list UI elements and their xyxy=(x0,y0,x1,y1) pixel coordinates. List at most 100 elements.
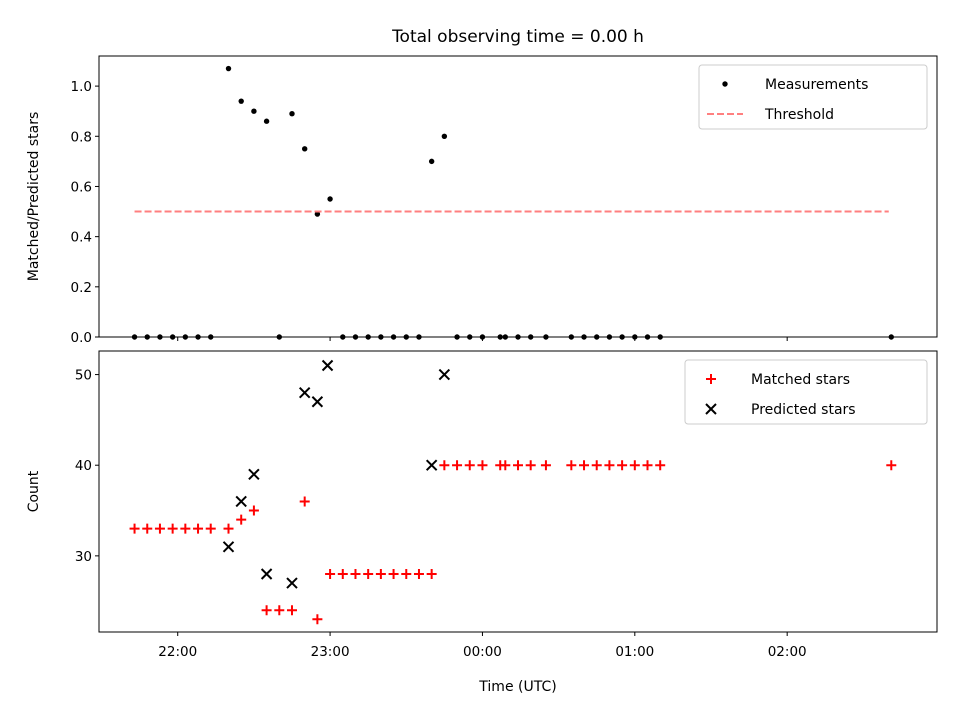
matched-star-marker xyxy=(363,568,374,579)
data-point xyxy=(568,334,575,340)
predicted-star-marker xyxy=(311,396,324,408)
predicted-star-marker xyxy=(438,368,451,381)
top-panel: 0.0 0.2 0.4 0.6 0.8 1.0 Total observing time =… xyxy=(26,27,938,346)
matched-star-marker xyxy=(617,460,628,471)
data-point xyxy=(301,146,308,152)
x-tick-label: 00:00 xyxy=(463,644,502,660)
data-point xyxy=(888,334,894,340)
x-axis-label: Time (UTC) xyxy=(478,679,556,695)
data-point xyxy=(182,334,189,340)
chart-title: Total observing time = 0.00 h xyxy=(391,27,644,47)
data-point xyxy=(479,334,486,340)
matched-star-marker xyxy=(325,568,336,579)
data-point xyxy=(131,334,138,340)
matched-star-marker xyxy=(286,605,297,616)
data-point xyxy=(378,334,384,340)
matched-star-marker xyxy=(223,523,234,534)
data-point xyxy=(416,334,422,340)
matched-star-marker xyxy=(413,568,424,579)
data-point xyxy=(144,334,150,340)
data-point xyxy=(632,334,638,340)
y-tick-label: 0.2 xyxy=(71,280,92,296)
matched-star-marker xyxy=(500,460,511,471)
predicted-star-marker xyxy=(286,577,298,589)
legend-label: Measurements xyxy=(765,77,868,93)
data-point xyxy=(606,334,613,340)
matched-star-marker xyxy=(566,460,577,471)
matched-star-marker xyxy=(540,460,551,471)
y-tick-label: 50 xyxy=(75,368,92,384)
data-point xyxy=(441,133,448,139)
legend-label: Matched stars xyxy=(751,372,850,388)
data-point xyxy=(225,65,232,72)
legend-frame xyxy=(684,359,928,425)
series-matched-stars xyxy=(129,460,897,625)
data-point xyxy=(327,196,333,202)
matched-star-marker xyxy=(375,568,386,579)
data-point xyxy=(619,334,625,340)
matched-star-marker xyxy=(629,460,640,471)
matched-star-marker xyxy=(129,523,140,534)
legend-label: Threshold xyxy=(764,107,834,123)
data-point xyxy=(195,334,201,340)
matched-star-marker xyxy=(525,460,536,471)
data-point xyxy=(454,334,460,340)
y-axis-label: Matched/Predicted stars xyxy=(26,112,42,282)
matched-star-marker xyxy=(350,568,361,579)
data-point xyxy=(644,334,651,340)
matched-star-marker xyxy=(205,523,216,534)
legend-frame xyxy=(698,64,928,130)
y-tick-label: 0.4 xyxy=(71,230,92,246)
predicted-star-marker xyxy=(222,541,235,553)
data-point xyxy=(428,158,435,165)
legend-label: Predicted stars xyxy=(751,402,856,418)
data-point xyxy=(365,334,371,340)
matched-star-marker xyxy=(299,496,310,507)
matched-star-marker xyxy=(388,568,399,579)
x-tick-label: 22:00 xyxy=(158,644,197,660)
matched-star-marker xyxy=(337,568,348,579)
y-tick-label: 0.8 xyxy=(71,129,92,145)
predicted-star-marker xyxy=(298,386,311,399)
data-point xyxy=(527,334,534,340)
matched-star-marker xyxy=(591,460,602,471)
matched-star-marker xyxy=(452,460,463,471)
matched-star-marker xyxy=(426,568,437,579)
y-tick-label: 1.0 xyxy=(71,79,92,95)
bottom-panel: 30 40 50 22:00 23:00 00:00 01:00 02:00 Count Time… xyxy=(26,350,938,695)
data-point xyxy=(289,111,295,117)
legend: Measurements Threshold xyxy=(698,64,928,130)
data-point xyxy=(238,98,244,104)
predicted-star-marker xyxy=(321,359,334,372)
matched-star-marker xyxy=(312,614,323,625)
matched-star-marker xyxy=(886,460,897,471)
matched-star-marker xyxy=(464,460,475,471)
axes-frame xyxy=(98,350,938,633)
data-point xyxy=(340,334,346,340)
matched-star-marker xyxy=(180,523,191,534)
predicted-star-marker xyxy=(248,468,260,480)
data-point xyxy=(657,334,663,340)
matched-star-marker xyxy=(167,523,178,534)
series-predicted-stars xyxy=(222,359,451,589)
y-tick-label: 30 xyxy=(75,549,92,565)
predicted-star-marker xyxy=(425,459,438,471)
data-point xyxy=(543,334,549,340)
y-tick-label: 0.0 xyxy=(71,330,92,346)
matched-star-marker xyxy=(248,505,259,516)
matched-star-marker xyxy=(261,605,272,616)
predicted-star-marker xyxy=(235,495,247,508)
data-point xyxy=(497,334,503,340)
data-point xyxy=(594,334,600,340)
data-point xyxy=(276,334,282,340)
data-point xyxy=(467,334,473,340)
matched-star-marker xyxy=(655,460,666,471)
legend-marker xyxy=(722,81,728,87)
x-tick-label: 01:00 xyxy=(615,644,654,660)
series-measurements xyxy=(131,65,894,340)
matched-star-marker xyxy=(193,523,204,534)
y-axis-label: Count xyxy=(26,470,42,512)
matched-star-marker xyxy=(513,460,523,471)
matched-star-marker xyxy=(579,460,590,471)
